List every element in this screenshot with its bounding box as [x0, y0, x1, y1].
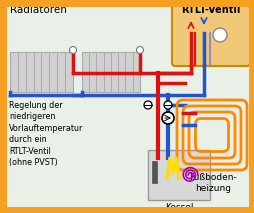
FancyBboxPatch shape [171, 5, 249, 66]
Circle shape [69, 46, 76, 53]
Bar [82, 52, 139, 92]
Circle shape [212, 28, 226, 42]
Circle shape [144, 101, 151, 109]
Circle shape [163, 101, 171, 109]
Text: Radiatoren: Radiatoren [10, 5, 67, 15]
Text: Fußboden-
heizung: Fußboden- heizung [188, 173, 236, 193]
Bar [147, 150, 209, 200]
Circle shape [136, 46, 143, 53]
Bar [151, 161, 156, 183]
Text: RTLT-Ventil: RTLT-Ventil [181, 5, 240, 15]
Circle shape [161, 112, 173, 124]
Text: Regelung der
niedrigeren
Vorlauftemperatur
durch ein
RTLT-Ventil
(ohne PVST): Regelung der niedrigeren Vorlauftemperat… [9, 101, 83, 167]
Bar [10, 52, 73, 92]
Text: Kessel: Kessel [164, 203, 193, 212]
